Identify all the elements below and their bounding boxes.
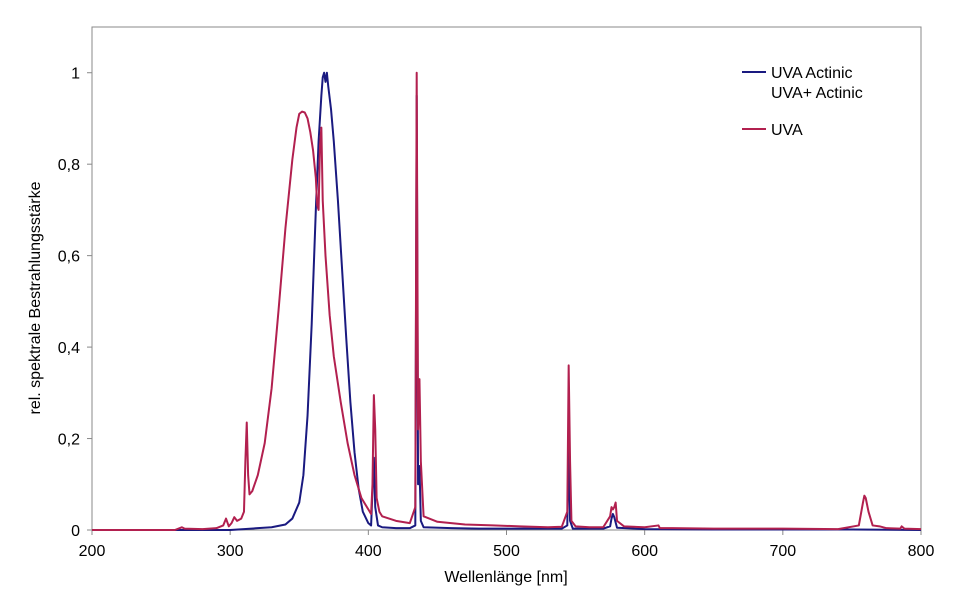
x-tick-label: 400 [355,543,382,560]
y-tick-label: 1 [71,66,80,83]
legend-label-uva-actinic: UVA Actinic [771,65,853,82]
x-tick-label: 500 [493,543,520,560]
x-tick-label: 200 [79,543,106,560]
y-tick-label: 0,2 [58,432,80,449]
x-axis: 200 300 400 500 600 700 800 [79,530,935,560]
legend: UVA Actinic UVA+ Actinic UVA [742,65,863,139]
legend-label-uva-plus-actinic: UVA+ Actinic [771,85,863,102]
y-axis: 0 0,2 0,4 0,6 0,8 1 [58,66,92,540]
series-line-uva [92,71,922,531]
x-tick-label: 800 [908,543,935,560]
x-tick-label: 300 [217,543,244,560]
y-tick-label: 0,4 [58,340,80,357]
y-tick-label: 0 [71,523,80,540]
series-layer [92,71,922,531]
x-axis-title: Wellenlänge [nm] [444,569,567,586]
plot-frame [91,26,922,531]
legend-label-uva: UVA [771,122,803,139]
y-axis-title: rel. spektrale Bestrahlungsstärke [27,181,44,414]
x-tick-label: 700 [769,543,796,560]
series-line-uva-actinic [92,71,922,531]
y-tick-label: 0,6 [58,249,80,266]
x-tick-label: 600 [631,543,658,560]
y-tick-label: 0,8 [58,157,80,174]
